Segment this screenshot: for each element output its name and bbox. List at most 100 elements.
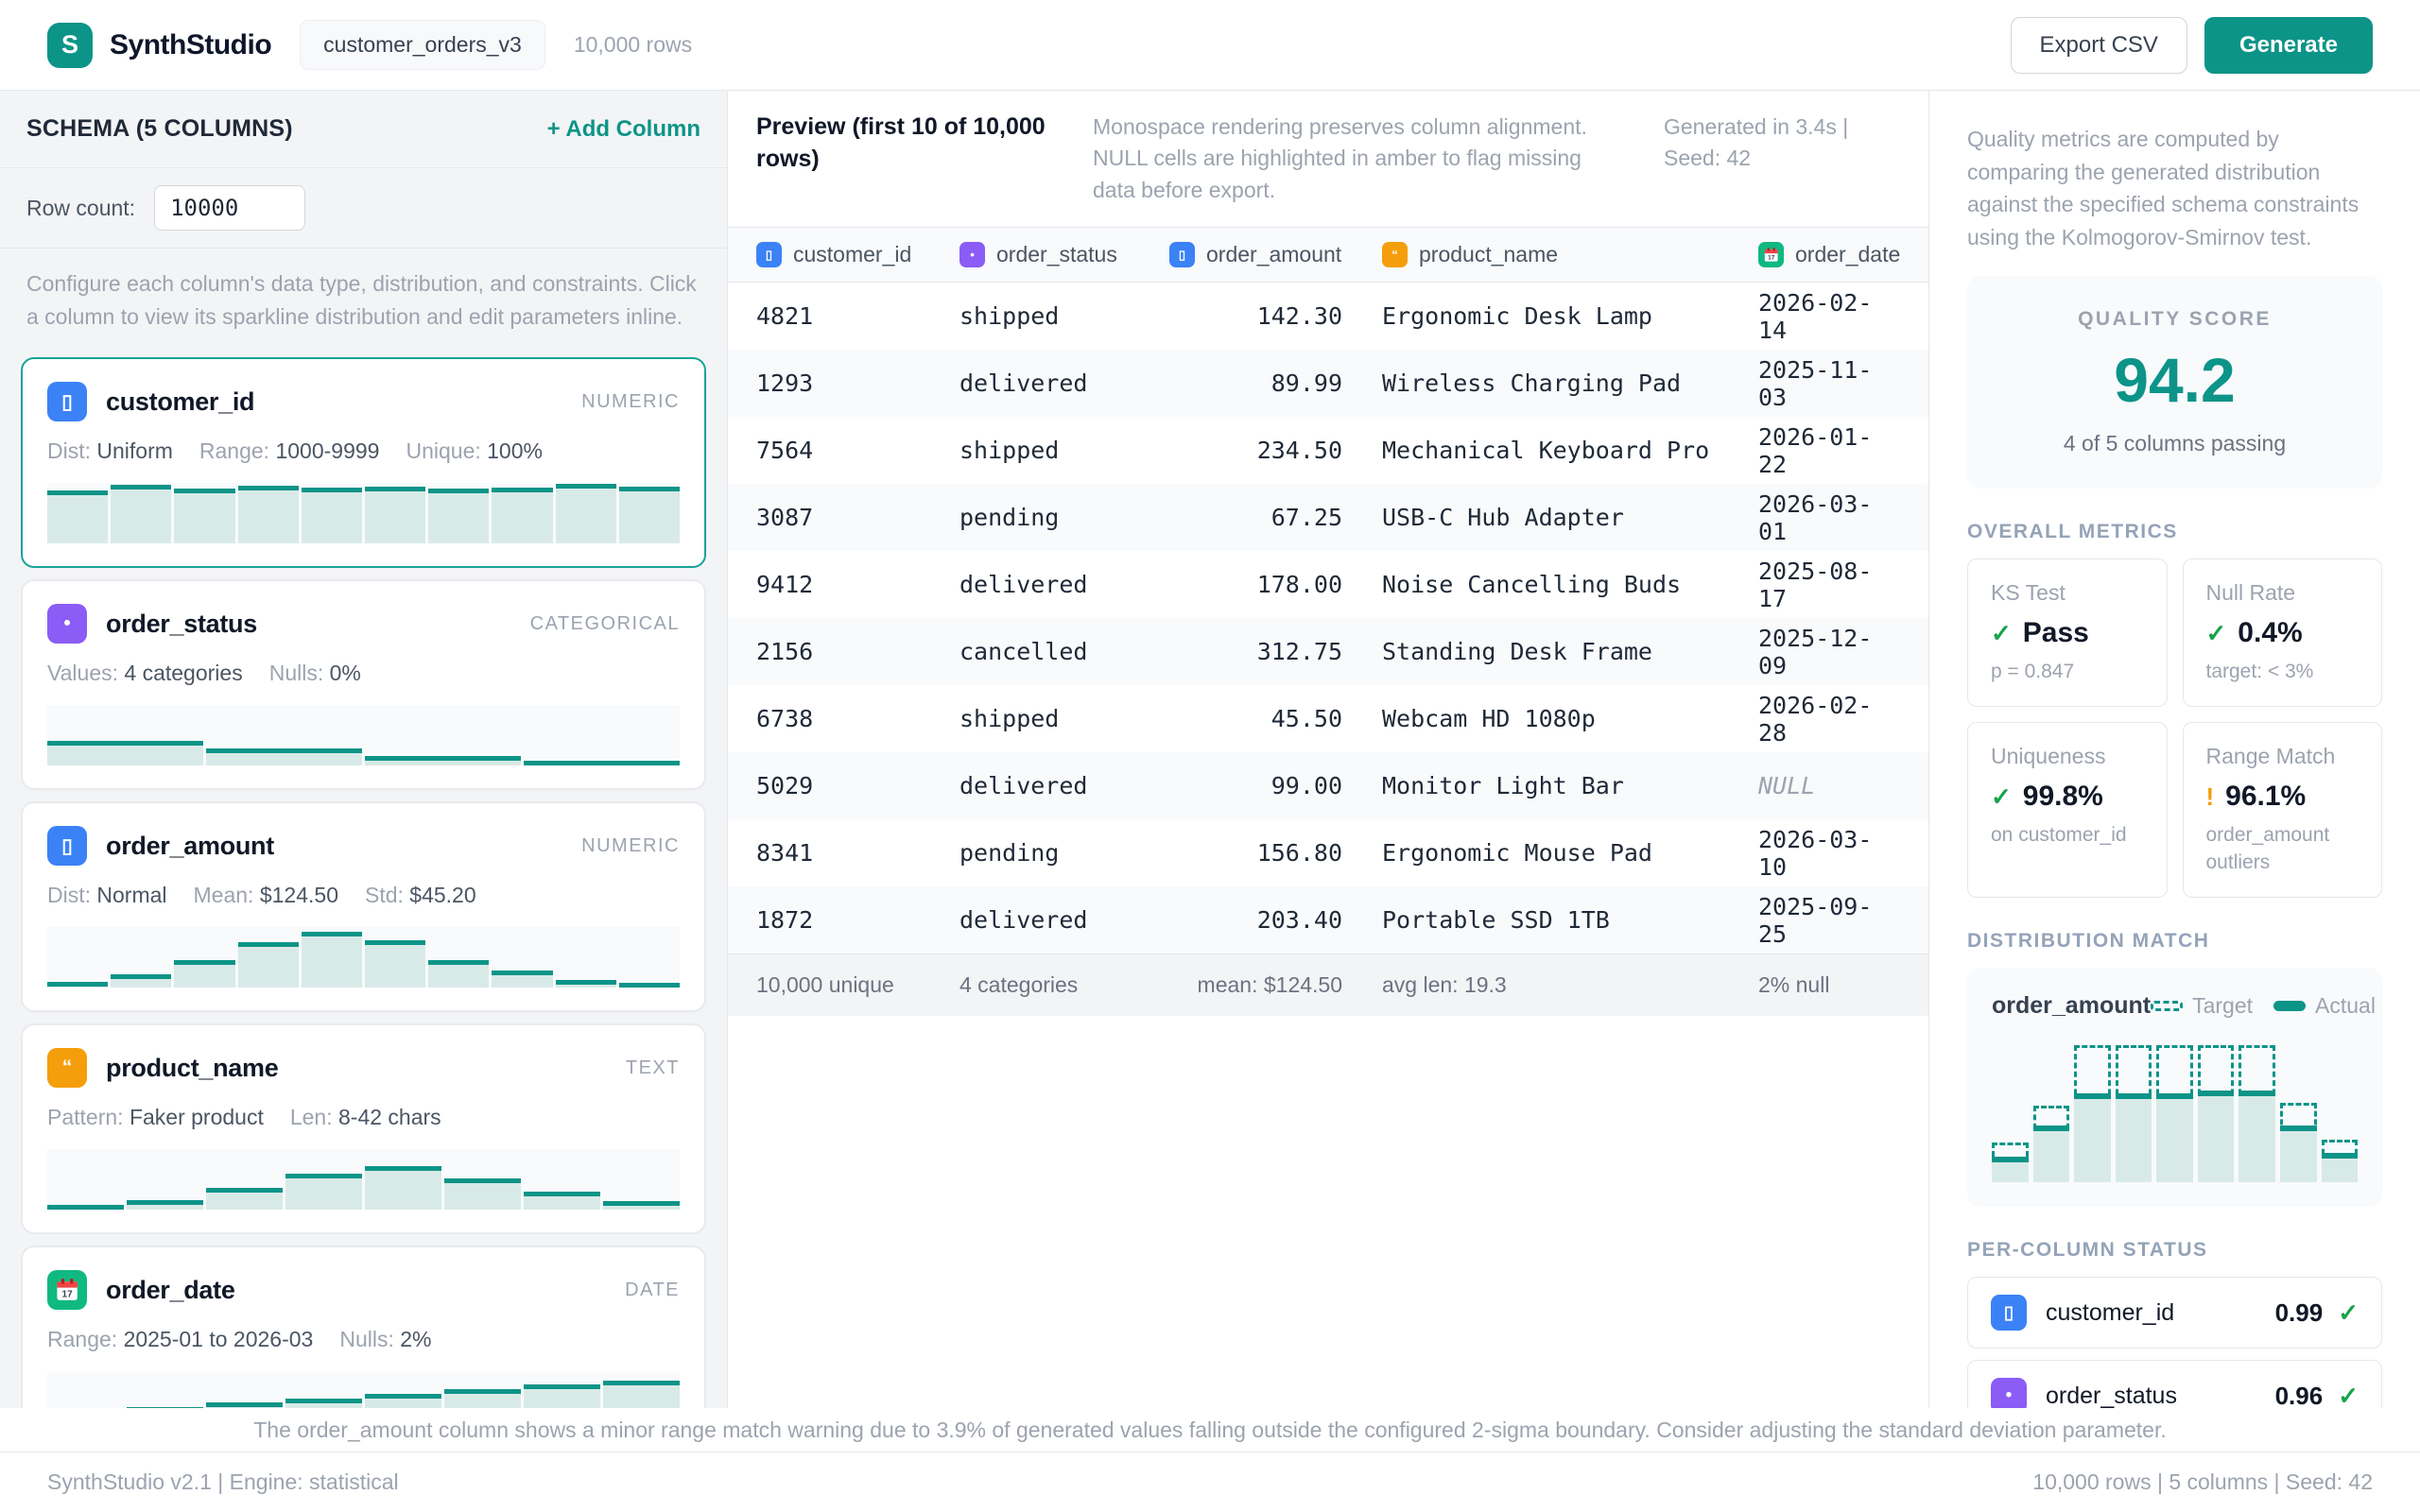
row-count-field-label: Row count: xyxy=(26,195,136,220)
summary-cell: 4 categories xyxy=(959,972,1079,998)
table-cell: 2026-02-28 xyxy=(1758,691,1873,747)
summary-cell: mean: $124.50 xyxy=(1197,972,1342,998)
sparkline-bar xyxy=(285,1398,362,1408)
distribution-bar xyxy=(2279,1040,2317,1183)
generate-button[interactable]: Generate xyxy=(2204,16,2373,74)
sparkline-bar xyxy=(301,488,363,543)
column-meta-item: Range: 2025-01 to 2026-03 xyxy=(47,1327,314,1351)
table-cell: Webcam HD 1080p xyxy=(1382,705,1596,733)
table-cell: 1872 xyxy=(756,906,814,935)
schema-column-card[interactable]: ▯ customer_id NUMERIC Dist: Uniform Range… xyxy=(21,357,706,568)
sparkline-bar xyxy=(174,488,235,543)
metric-subtext: p = 0.847 xyxy=(1991,661,2075,682)
table-cell: Standing Desk Frame xyxy=(1382,638,1652,666)
table-cell: pending xyxy=(959,839,1060,868)
sparkline-bar xyxy=(206,748,362,765)
metric-value-row: ✓ 0.4% xyxy=(2206,617,2360,649)
summary-cell: 2% null xyxy=(1758,972,1830,998)
per-column-name: order_status xyxy=(2046,1382,2177,1408)
check-icon: ✓ xyxy=(2205,618,2227,647)
table-cell: 3087 xyxy=(756,504,814,532)
check-icon: ✓ xyxy=(2338,1381,2359,1408)
table-column-header: • order_status xyxy=(959,242,1169,268)
column-name: order_amount xyxy=(106,831,274,860)
column-type-label: CATEGORICAL xyxy=(529,612,680,634)
distribution-bar xyxy=(2074,1040,2111,1183)
export-csv-button[interactable]: Export CSV xyxy=(2010,16,2187,74)
table-cell: 2025-09-25 xyxy=(1758,892,1873,948)
table-column-label: order_status xyxy=(996,242,1117,267)
per-column-list: ▯ customer_id 0.99 ✓ • order_status 0.96… xyxy=(1967,1277,2382,1408)
metric-label: KS Test xyxy=(1991,580,2066,605)
table-summary-row: 10,000 unique 4 categories mean: $124.50 av… xyxy=(728,954,1928,1017)
table-cell: 234.50 xyxy=(1256,437,1342,465)
add-column-button[interactable]: + Add Column xyxy=(546,115,700,142)
table-column-header: ▯ customer_id xyxy=(756,242,959,268)
schema-column-card[interactable]: • order_status CATEGORICAL Values: 4 cat… xyxy=(21,579,706,790)
table-cell: delivered xyxy=(959,571,1088,599)
table-cell: 142.30 xyxy=(1256,302,1342,331)
table-row: 5029 delivered 99.00 Monitor Light Bar NULL xyxy=(728,752,1928,820)
footer-right-text: 10,000 rows | 5 columns | Seed: 42 xyxy=(2032,1469,2373,1494)
sparkline-bar xyxy=(111,973,172,988)
sparkline-bar xyxy=(174,960,235,988)
table-row: 1293 delivered 89.99 Wireless Charging Pad 2… xyxy=(728,350,1928,418)
row-count-input[interactable] xyxy=(154,185,306,231)
column-name: order_status xyxy=(106,609,257,638)
schema-card-head: “ product_name TEXT xyxy=(47,1048,680,1088)
column-meta-item: Nulls: 0% xyxy=(268,661,361,685)
actual-bar xyxy=(2197,1090,2235,1183)
metric-value: 99.8% xyxy=(2022,781,2103,813)
column-meta-item: Mean: $124.50 xyxy=(193,883,338,907)
table-column-label: order_amount xyxy=(1206,242,1342,267)
schema-heading: SCHEMA (5 COLUMNS) xyxy=(26,115,293,142)
legend-actual: Actual xyxy=(2273,993,2376,1019)
table-cell: 9412 xyxy=(756,571,814,599)
sparkline-bar xyxy=(618,983,681,988)
schema-column-card[interactable]: 17 order_date DATE Range: 2025-01 to 202… xyxy=(21,1246,706,1408)
metric-label: Range Match xyxy=(2205,744,2336,769)
schema-column-card[interactable]: ▯ order_amount NUMERIC Dist: Normal Mean:… xyxy=(21,801,706,1012)
table-row: 6738 shipped 45.50 Webcam HD 1080p 2026-02-2… xyxy=(728,685,1928,752)
calendar-icon: 17 xyxy=(47,1270,87,1310)
column-sparkline xyxy=(47,705,680,765)
table-cell: Ergonomic Desk Lamp xyxy=(1382,302,1652,331)
table-row: 7564 shipped 234.50 Mechanical Keyboard Pro… xyxy=(728,417,1928,484)
table-cell: delivered xyxy=(959,772,1088,800)
schema-description: Configure each column's data type, distr… xyxy=(26,271,697,329)
table-cell: 2026-01-22 xyxy=(1758,422,1873,478)
per-column-status-heading: PER-COLUMN STATUS xyxy=(1967,1239,2208,1262)
sparkline-bar xyxy=(492,971,553,988)
table-cell: 4821 xyxy=(756,302,814,331)
preview-title: Preview (first 10 of 10,000 rows) xyxy=(756,113,1046,172)
table-column-label: order_date xyxy=(1795,242,1901,267)
categorical-icon: • xyxy=(959,242,985,268)
target-swatch-icon xyxy=(2151,1001,2184,1012)
sparkline-bar xyxy=(301,932,363,988)
table-column-header: “ product_name xyxy=(1361,242,1758,268)
column-name: product_name xyxy=(106,1053,279,1082)
table-cell: cancelled xyxy=(959,638,1088,666)
column-type-label: NUMERIC xyxy=(581,834,680,856)
sparkline-bar xyxy=(47,741,203,765)
quality-score-label: QUALITY SCORE xyxy=(2078,308,2272,330)
overall-metrics-heading: OVERALL METRICS xyxy=(1967,521,2178,542)
metric-value-row: ✓ Pass xyxy=(1991,617,2144,649)
metric-value: 0.4% xyxy=(2238,617,2303,648)
app-title: SynthStudio xyxy=(110,28,272,60)
actual-bar xyxy=(2115,1092,2152,1183)
table-cell: 2025-08-17 xyxy=(1758,557,1873,612)
table-column-header: ▯ order_amount xyxy=(1169,242,1361,268)
top-bar: S SynthStudio customer_orders_v3 10,000 … xyxy=(0,0,2420,91)
numeric-icon: ▯ xyxy=(756,242,782,268)
table-cell: Wireless Charging Pad xyxy=(1382,369,1682,398)
table-row: 8341 pending 156.80 Ergonomic Mouse Pad 2026… xyxy=(728,819,1928,886)
sparkline-bar xyxy=(365,1394,441,1408)
schema-column-card[interactable]: “ product_name TEXT Pattern: Faker produ… xyxy=(21,1023,706,1234)
column-meta-item: Dist: Uniform xyxy=(47,438,173,463)
distribution-card-header: order_amount Target Actual xyxy=(1992,992,2376,1020)
column-type-label: TEXT xyxy=(625,1057,680,1078)
metric-label: Null Rate xyxy=(2205,580,2296,605)
table-cell: 2025-11-03 xyxy=(1758,355,1873,411)
